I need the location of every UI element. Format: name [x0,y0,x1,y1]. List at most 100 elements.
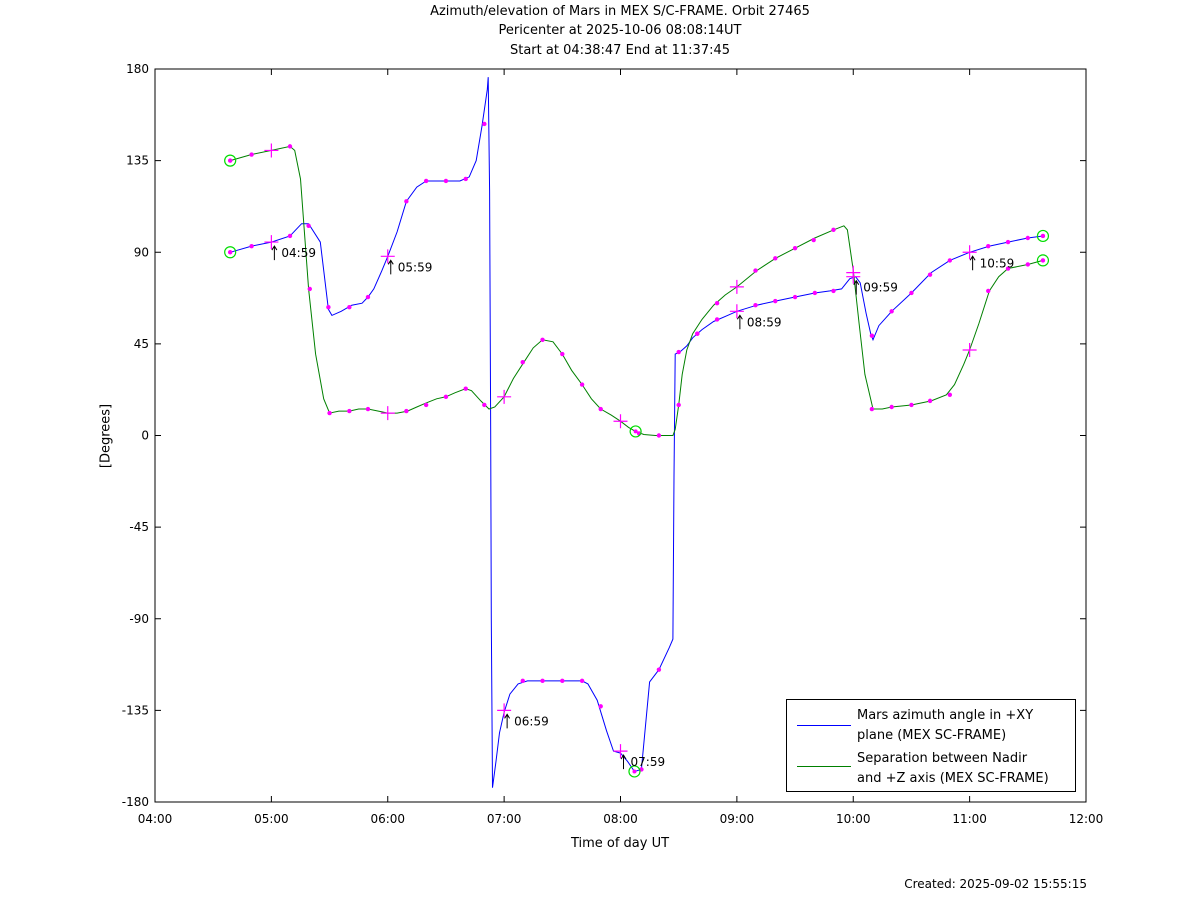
data-point-separation-13 [540,337,545,343]
data-point-azimuth-24 [792,294,798,300]
legend-swatch-azimuth [797,725,851,726]
endpoint-dot-azimuth-1 [1040,233,1045,238]
data-point-azimuth-11 [482,121,487,127]
y-tick-label-1: 135 [126,154,149,168]
hour-cross-separation-0 [264,143,279,158]
chart-legend: Mars azimuth angle in +XY plane (MEX SC-… [786,699,1076,792]
hour-cross-azimuth-1 [380,249,395,264]
series-line-azimuth [230,77,1043,788]
data-point-azimuth-8 [423,178,429,184]
endpoint-dot-azimuth-0 [228,250,233,255]
data-point-separation-3 [307,286,312,292]
legend-label-azimuth-line-2: plane (MEX SC-FRAME) [857,728,1007,743]
time-label-6: 10:59 [980,256,1015,270]
data-point-separation-12 [520,360,525,365]
data-point-separation-5 [347,408,352,414]
endpoint-dot-separation-0 [228,158,233,163]
endpoint-circle-separation-1 [629,425,642,438]
data-point-azimuth-19 [676,349,681,355]
data-point-azimuth-33 [1005,239,1011,245]
chart-title-line-1: Azimuth/elevation of Mars in MEX S/C-FRA… [430,4,810,19]
data-point-separation-8 [423,402,429,408]
endpoint-circle-azimuth-0 [224,246,237,259]
y-tick-label-5: -45 [129,520,149,534]
y-tick-label-7: -135 [122,703,149,717]
data-point-separation-26 [831,227,836,233]
data-point-azimuth-13 [540,678,545,684]
legend-swatch-separation [797,766,851,767]
data-point-separation-15 [579,382,585,387]
time-arrow-3 [620,754,627,770]
time-arrow-4 [736,314,743,330]
legend-label-separation-line-2: and +Z axis (MEX SC-FRAME) [857,771,1049,786]
x-tick-label-1: 05:00 [254,812,289,826]
data-point-azimuth-18 [656,667,662,672]
time-label-0: 04:59 [281,246,316,260]
hour-cross-azimuth-6 [962,245,977,260]
data-point-azimuth-9 [443,178,449,184]
data-point-azimuth-12 [520,678,525,684]
data-point-separation-6 [365,406,371,412]
x-tick-label-2: 06:00 [370,812,405,826]
data-point-azimuth-23 [773,298,778,304]
data-point-separation-29 [909,402,914,408]
data-point-azimuth-31 [947,258,953,263]
data-point-separation-34 [1025,262,1031,267]
series-line-separation [230,145,1044,436]
y-tick-label-6: -90 [129,612,149,626]
x-axis-label: Time of day UT [570,836,670,851]
data-point-azimuth-16 [598,704,603,709]
data-point-azimuth-6 [365,294,371,300]
data-point-separation-20 [695,331,700,336]
data-point-azimuth-4 [326,305,331,310]
time-label-3: 07:59 [631,755,666,769]
x-tick-label-0: 04:00 [138,812,173,826]
data-point-azimuth-14 [560,678,565,684]
data-point-separation-30 [927,398,933,404]
data-point-separation-14 [560,351,565,357]
x-tick-label-4: 08:00 [603,812,638,826]
y-tick-label-2: 90 [134,245,149,259]
y-tick-label-3: 45 [134,337,149,351]
data-point-azimuth-28 [889,309,894,314]
data-point-azimuth-15 [579,678,585,684]
data-point-azimuth-10 [463,176,468,182]
data-point-separation-22 [753,268,758,273]
time-arrow-0 [271,245,278,261]
data-point-azimuth-29 [909,290,914,296]
data-point-azimuth-25 [812,290,818,296]
hour-cross-separation-2 [497,389,512,404]
endpoint-circle-separation-2 [628,765,641,778]
data-point-azimuth-1 [249,243,254,249]
data-point-separation-11 [482,402,487,408]
time-arrow-6 [969,255,976,271]
data-point-separation-33 [1005,266,1011,271]
data-point-azimuth-32 [986,243,991,249]
chart-title-line-3: Start at 04:38:47 End at 11:37:45 [509,43,731,58]
data-point-separation-10 [463,386,468,391]
hour-cross-azimuth-2 [497,703,512,718]
chart-title-line-2: Pericenter at 2025-10-06 08:08:14UT [498,23,742,38]
hour-cross-azimuth-4 [729,304,744,319]
data-point-azimuth-21 [714,317,720,322]
y-tick-label-8: -180 [122,795,149,809]
hour-cross-separation-6 [962,342,977,357]
hour-cross-azimuth-3 [613,744,628,759]
y-tick-label-4: 0 [141,429,149,443]
data-point-separation-32 [986,288,991,294]
x-tick-label-6: 10:00 [836,812,871,826]
legend-label-azimuth-line-1: Mars azimuth angle in +XY [857,708,1034,723]
endpoint-circle-separation-0 [224,154,237,167]
data-point-separation-28 [889,404,894,410]
data-point-separation-31 [947,392,953,397]
data-point-azimuth-5 [347,305,352,310]
x-tick-label-5: 09:00 [720,812,755,826]
created-timestamp: Created: 2025-09-02 15:55:15 [904,877,1087,891]
time-label-5: 09:59 [863,281,898,295]
y-axis-label: [Degrees] [98,403,114,469]
data-point-separation-2 [287,144,293,149]
endpoint-dot-separation-3 [1040,258,1045,263]
legend-label-separation-line-1: Separation between Nadir [857,751,1028,766]
time-arrow-5 [853,279,860,295]
